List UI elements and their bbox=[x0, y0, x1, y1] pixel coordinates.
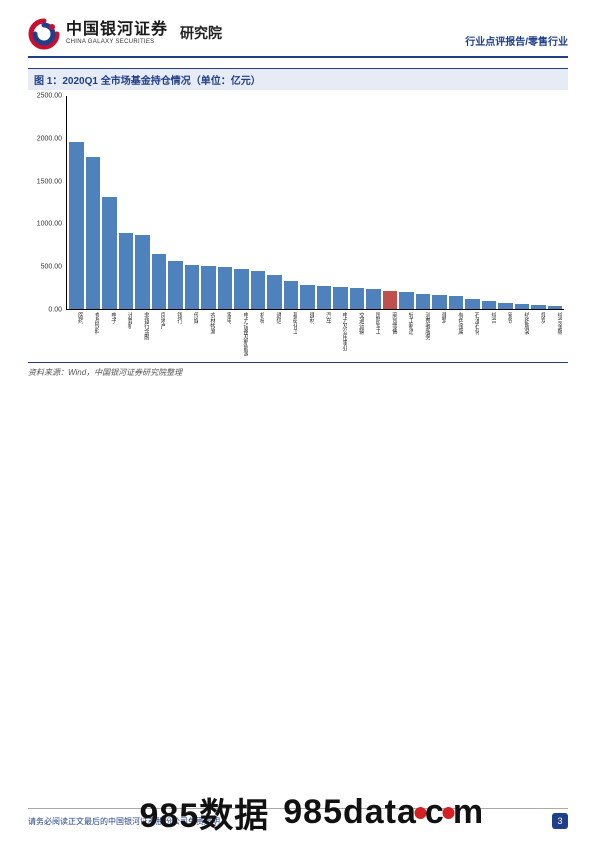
x-tick-label: 钢铁 bbox=[498, 310, 513, 356]
x-tick-label: 电力及公用事业 bbox=[333, 310, 348, 356]
y-tick-label: 2000.00 bbox=[37, 135, 62, 142]
x-tick-label: 基础化工 bbox=[283, 310, 298, 356]
bar bbox=[399, 292, 414, 309]
x-tick-label: 建筑 bbox=[432, 310, 447, 356]
x-tick-label: 轻工制造 bbox=[399, 310, 414, 356]
bar bbox=[201, 266, 216, 309]
x-tick-label: 国防军工 bbox=[366, 310, 381, 356]
x-axis-labels: 医药食品饮料电子计算机非银行金融房地产银行传媒农林牧渔家电电力设备及新能源机械通… bbox=[66, 310, 564, 356]
x-tick-label: 综合 bbox=[481, 310, 496, 356]
watermark: 985数据 985datacm bbox=[140, 788, 485, 837]
bar bbox=[531, 305, 546, 309]
galaxy-logo-icon bbox=[28, 18, 60, 50]
y-tick-label: 2500.00 bbox=[37, 93, 62, 100]
bar bbox=[267, 275, 282, 309]
brand-name-cn: 中国银河证券 bbox=[66, 22, 168, 39]
bar bbox=[86, 157, 101, 310]
x-tick-label: 有色金属 bbox=[448, 310, 463, 356]
bar bbox=[416, 294, 431, 309]
bar bbox=[383, 291, 398, 309]
bar bbox=[218, 267, 233, 309]
bar bbox=[482, 301, 497, 309]
x-tick-label: 机械 bbox=[250, 310, 265, 356]
bar bbox=[465, 299, 480, 309]
x-tick-label: 消费者服务 bbox=[415, 310, 430, 356]
x-tick-label: 综合金融 bbox=[547, 310, 562, 356]
bar bbox=[152, 254, 167, 309]
brand-name-en: CHINA GALAXY SECURITIES bbox=[66, 39, 168, 45]
x-tick-label: 通信 bbox=[266, 310, 281, 356]
chart-title: 图 1：2020Q1 全市场基金持仓情况（单位：亿元） bbox=[28, 68, 568, 90]
x-tick-label: 煤炭 bbox=[531, 310, 546, 356]
y-tick-label: 1500.00 bbox=[37, 178, 62, 185]
page-number-badge: 3 bbox=[552, 813, 568, 829]
report-category: 行业点评报告/零售行业 bbox=[465, 33, 568, 50]
bar bbox=[350, 288, 365, 309]
x-tick-label: 医药 bbox=[68, 310, 83, 356]
bar bbox=[333, 287, 348, 309]
y-tick-label: 500.00 bbox=[41, 264, 62, 271]
bar bbox=[515, 304, 530, 309]
y-tick-label: 1000.00 bbox=[37, 221, 62, 228]
x-tick-label: 传媒 bbox=[184, 310, 199, 356]
x-tick-label: 银行 bbox=[167, 310, 182, 356]
x-tick-label: 农林牧渔 bbox=[200, 310, 215, 356]
bar bbox=[234, 269, 249, 309]
bar bbox=[102, 197, 117, 309]
bar bbox=[317, 286, 332, 309]
watermark-part2: 985datacm bbox=[283, 793, 484, 832]
x-tick-label: 建材 bbox=[299, 310, 314, 356]
x-tick-label: 非银行金融 bbox=[134, 310, 149, 356]
bar bbox=[284, 281, 299, 309]
bar-chart: 0.00 500.00 1000.00 1500.00 2000.00 2500.00 医… bbox=[28, 96, 568, 356]
bar bbox=[119, 233, 134, 309]
bar bbox=[366, 289, 381, 309]
y-axis: 0.00500.001000.001500.002000.002500.00 bbox=[28, 96, 64, 310]
bar bbox=[300, 285, 315, 309]
bar bbox=[135, 235, 150, 309]
report-page: 中国银河证券 CHINA GALAXY SECURITIES 研究院 行业点评报… bbox=[0, 0, 596, 843]
watermark-part1: 985数据 bbox=[140, 788, 270, 837]
x-tick-label: 汽车 bbox=[316, 310, 331, 356]
x-tick-label: 房地产 bbox=[151, 310, 166, 356]
x-tick-label: 计算机 bbox=[118, 310, 133, 356]
plot-area bbox=[66, 96, 564, 310]
x-tick-label: 纺织服装 bbox=[514, 310, 529, 356]
bar bbox=[168, 261, 183, 309]
x-tick-label: 家电 bbox=[217, 310, 232, 356]
bar bbox=[251, 271, 266, 309]
bar bbox=[432, 295, 447, 309]
x-tick-label: 石油石化 bbox=[465, 310, 480, 356]
bars-container bbox=[67, 96, 564, 309]
bar bbox=[449, 296, 464, 309]
x-tick-label: 电力设备及新能源 bbox=[233, 310, 248, 356]
data-source: 资料来源：Wind，中国银河证券研究院整理 bbox=[28, 362, 568, 378]
bar bbox=[498, 303, 513, 309]
x-tick-label: 商贸零售 bbox=[382, 310, 397, 356]
brand-block: 中国银河证券 CHINA GALAXY SECURITIES 研究院 bbox=[28, 18, 222, 50]
x-tick-label: 食品饮料 bbox=[85, 310, 100, 356]
division-label: 研究院 bbox=[180, 23, 222, 43]
bar bbox=[69, 142, 84, 309]
brand-text: 中国银河证券 CHINA GALAXY SECURITIES bbox=[66, 22, 168, 45]
bar bbox=[548, 306, 563, 309]
page-header: 中国银河证券 CHINA GALAXY SECURITIES 研究院 行业点评报… bbox=[28, 18, 568, 58]
bar bbox=[185, 265, 200, 309]
x-tick-label: 交通运输 bbox=[349, 310, 364, 356]
x-tick-label: 电子 bbox=[101, 310, 116, 356]
y-tick-label: 0.00 bbox=[48, 307, 62, 314]
